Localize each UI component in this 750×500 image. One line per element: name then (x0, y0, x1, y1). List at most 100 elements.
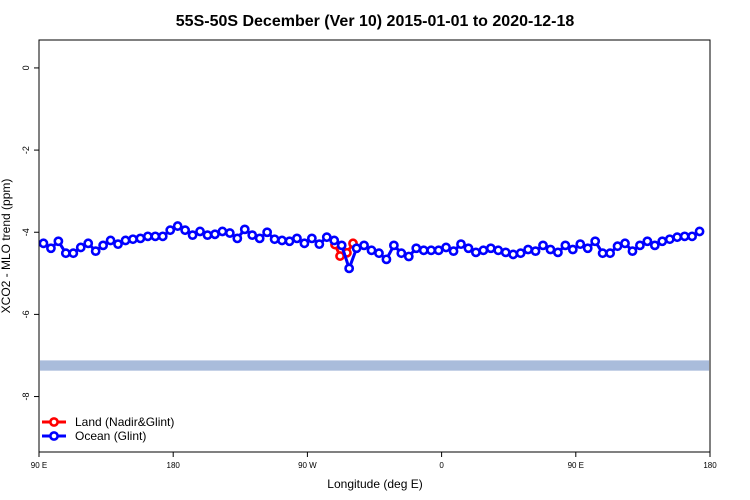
point (142, 231, 153, 242)
chart-title: 55S-50S December (Ver 10) 2015-01-01 to … (176, 13, 575, 30)
point (187, 230, 198, 241)
point (217, 226, 228, 237)
point (612, 241, 623, 252)
point (672, 232, 683, 243)
point (463, 243, 474, 254)
point (172, 221, 183, 231)
y-tick-label: -4 (21, 228, 31, 236)
point (98, 240, 109, 251)
point (388, 240, 399, 251)
point (627, 246, 638, 257)
y-tick-label: -6 (21, 310, 31, 318)
point (336, 240, 347, 251)
y-tick-label: -8 (21, 393, 31, 401)
point (456, 239, 466, 250)
x-tick-label: 90 E (568, 461, 584, 470)
point (299, 238, 310, 249)
point (306, 233, 317, 244)
point (605, 248, 615, 259)
point (441, 242, 451, 253)
point (135, 233, 146, 244)
point (329, 235, 340, 246)
point (359, 240, 369, 251)
point (530, 246, 541, 257)
point (687, 231, 698, 242)
point (180, 225, 191, 236)
point (269, 234, 280, 245)
point (500, 247, 511, 258)
point (53, 236, 64, 247)
y-tick-label: -2 (21, 146, 31, 154)
point (239, 224, 250, 235)
point (284, 236, 295, 247)
point (344, 263, 355, 274)
point (68, 248, 79, 259)
point (515, 248, 526, 259)
point (642, 236, 653, 247)
point (128, 234, 138, 245)
y-tick-label: 0 (21, 65, 31, 70)
point (433, 245, 444, 256)
band (40, 360, 709, 371)
y-axis-label: XCO2 - MLO trend (ppm) (0, 179, 13, 314)
point (448, 246, 459, 257)
legend-marker (49, 431, 59, 441)
plot-frame (38, 39, 711, 453)
x-tick-label: 180 (703, 461, 717, 470)
point (560, 240, 571, 251)
point (381, 254, 392, 265)
point (254, 233, 265, 244)
point (46, 243, 56, 254)
point (508, 249, 519, 260)
point (232, 233, 243, 244)
point (664, 234, 675, 245)
point (597, 248, 608, 259)
point (83, 238, 94, 249)
x-tick-label: 90 W (298, 461, 317, 470)
point (426, 245, 437, 256)
point (411, 243, 422, 254)
point (321, 232, 332, 243)
point (396, 248, 407, 259)
point (75, 242, 86, 253)
point (478, 245, 489, 256)
point (657, 236, 668, 247)
point (202, 230, 213, 241)
point (247, 230, 258, 241)
point (210, 229, 220, 240)
point (113, 239, 123, 250)
point (590, 236, 601, 247)
x-axis-label: Longitude (deg E) (327, 477, 422, 491)
point (470, 247, 481, 258)
point (545, 244, 556, 255)
point (493, 245, 504, 256)
point (292, 233, 302, 244)
x-tick-label: 0 (439, 461, 444, 470)
point (418, 245, 429, 256)
point (694, 226, 705, 237)
point (649, 240, 660, 251)
point (523, 244, 533, 255)
legend-label: Ocean (Glint) (75, 429, 146, 443)
point (60, 248, 71, 259)
legend-label: Land (Nadir&Glint) (75, 415, 174, 429)
point (314, 239, 325, 250)
point (575, 239, 586, 250)
point (679, 231, 690, 242)
point (90, 246, 101, 257)
point (277, 235, 287, 246)
x-tick-label: 90 E (31, 461, 47, 470)
point (553, 247, 563, 258)
point (157, 231, 168, 242)
point (485, 243, 496, 254)
point (224, 228, 235, 238)
point (195, 226, 205, 237)
point (403, 251, 414, 262)
point (38, 238, 49, 249)
point (120, 235, 131, 246)
point (105, 235, 116, 246)
point (582, 243, 593, 254)
point (620, 238, 630, 249)
point (262, 227, 273, 238)
